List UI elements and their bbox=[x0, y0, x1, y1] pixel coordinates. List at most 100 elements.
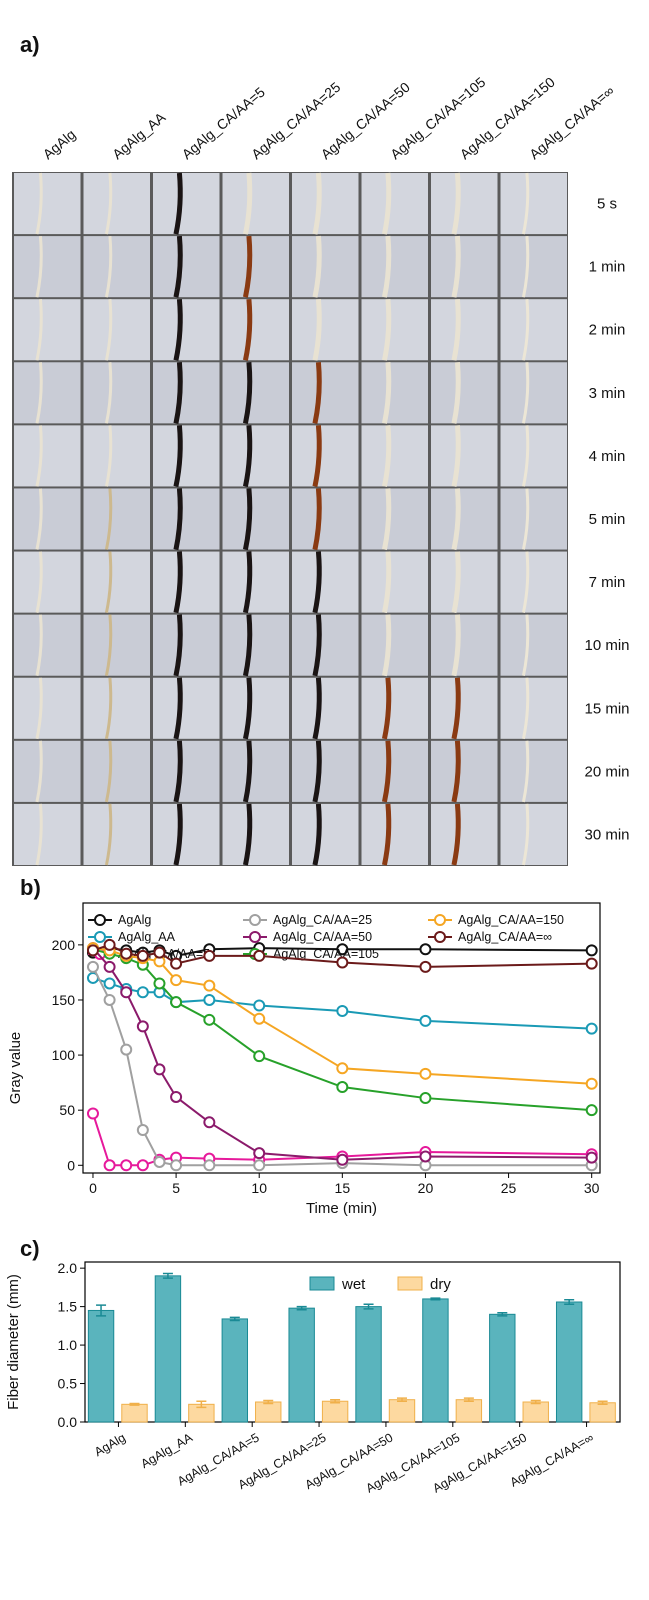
fiber bbox=[242, 488, 253, 551]
bar bbox=[154, 1275, 182, 1423]
photo-cell bbox=[500, 173, 567, 235]
data-point bbox=[170, 957, 183, 970]
photo-cell bbox=[292, 236, 359, 298]
photo-cell bbox=[500, 740, 567, 802]
data-point bbox=[153, 946, 166, 959]
data-point bbox=[336, 1153, 349, 1166]
photo-cell bbox=[153, 236, 220, 298]
fiber bbox=[104, 740, 113, 803]
photo-cell bbox=[431, 677, 498, 739]
y-tick-label: 0.5 bbox=[58, 1376, 78, 1392]
photo-cell bbox=[431, 551, 498, 613]
x-tick-label: AgAlg bbox=[92, 1430, 128, 1459]
photo-cell bbox=[83, 236, 150, 298]
photo-cell bbox=[222, 803, 289, 865]
data-point bbox=[103, 993, 116, 1006]
bar bbox=[455, 1399, 483, 1423]
y-tick-label: 200 bbox=[52, 937, 76, 953]
fiber bbox=[104, 172, 113, 235]
fiber bbox=[521, 362, 530, 424]
photo-cell bbox=[431, 803, 498, 865]
fiber bbox=[173, 488, 183, 551]
fiber bbox=[521, 488, 530, 550]
photo-cell bbox=[500, 803, 567, 865]
fiber bbox=[35, 614, 43, 677]
photo-cell bbox=[14, 362, 81, 424]
error-bar bbox=[196, 1400, 207, 1409]
fiber bbox=[451, 677, 461, 740]
photo-cell bbox=[500, 425, 567, 487]
data-point bbox=[170, 996, 183, 1009]
fiber bbox=[242, 172, 253, 235]
fiber bbox=[104, 803, 113, 866]
bar bbox=[121, 1403, 148, 1423]
photo-cell bbox=[153, 173, 220, 235]
photo-cell bbox=[83, 803, 150, 865]
fiber bbox=[521, 425, 530, 487]
legend-label: AgAlg_CA/AA=150 bbox=[458, 913, 564, 927]
bar bbox=[489, 1313, 516, 1423]
data-point bbox=[103, 1159, 116, 1172]
photo-cell bbox=[83, 173, 150, 235]
photo-cell bbox=[500, 677, 567, 739]
fiber bbox=[104, 299, 113, 361]
legend-label: AgAlg_CA/AA=50 bbox=[273, 930, 372, 944]
fiber bbox=[35, 740, 43, 803]
panel-label: c) bbox=[20, 1236, 40, 1261]
data-point bbox=[86, 960, 99, 973]
fiber bbox=[312, 488, 322, 551]
fiber bbox=[312, 614, 322, 677]
data-point bbox=[136, 986, 149, 999]
photo-cell bbox=[500, 488, 567, 550]
photo-cell bbox=[222, 614, 289, 676]
legend-label: AgAlg_CA/AA=105 bbox=[273, 947, 379, 961]
error-bar bbox=[296, 1305, 307, 1311]
photo-cell bbox=[153, 551, 220, 613]
photo-cell bbox=[361, 614, 428, 676]
fiber bbox=[381, 298, 392, 361]
data-point bbox=[253, 1050, 266, 1063]
fiber bbox=[521, 551, 530, 613]
error-bar bbox=[530, 1399, 541, 1405]
photo-cell bbox=[361, 236, 428, 298]
data-point bbox=[120, 1043, 133, 1056]
photo-cell bbox=[500, 299, 567, 361]
data-point bbox=[103, 960, 116, 973]
photo-cell bbox=[14, 551, 81, 613]
data-point bbox=[136, 1124, 149, 1137]
photo-cell bbox=[431, 236, 498, 298]
data-point bbox=[419, 1150, 432, 1163]
x-axis-label: Time (min) bbox=[306, 1200, 377, 1217]
legend-label: wet bbox=[341, 1276, 366, 1293]
error-bar bbox=[463, 1397, 474, 1402]
photo-cell bbox=[153, 803, 220, 865]
x-tick-label: 30 bbox=[584, 1180, 600, 1196]
legend-label: AgAlg_AA bbox=[118, 930, 176, 944]
photo-cell bbox=[83, 488, 150, 550]
fiber bbox=[104, 235, 113, 298]
photo-cell bbox=[83, 425, 150, 487]
photo-cell bbox=[83, 299, 150, 361]
fiber bbox=[104, 425, 113, 487]
fiber bbox=[312, 803, 322, 866]
legend-label: dry bbox=[430, 1276, 451, 1293]
photo-cell bbox=[292, 803, 359, 865]
bar bbox=[388, 1399, 416, 1423]
data-point bbox=[170, 974, 183, 987]
fiber bbox=[242, 614, 253, 677]
photo-cell bbox=[292, 488, 359, 550]
photo-cell bbox=[500, 236, 567, 298]
data-point bbox=[203, 993, 216, 1006]
data-point bbox=[153, 977, 166, 990]
legend-swatch bbox=[309, 1276, 335, 1291]
photo-cell bbox=[222, 299, 289, 361]
data-point bbox=[336, 956, 349, 969]
fiber bbox=[35, 425, 43, 487]
data-point bbox=[136, 1159, 149, 1172]
photo-cell bbox=[222, 740, 289, 802]
fiber bbox=[173, 425, 183, 487]
photo-cell bbox=[83, 677, 150, 739]
fiber bbox=[451, 488, 461, 551]
fiber bbox=[451, 803, 461, 866]
